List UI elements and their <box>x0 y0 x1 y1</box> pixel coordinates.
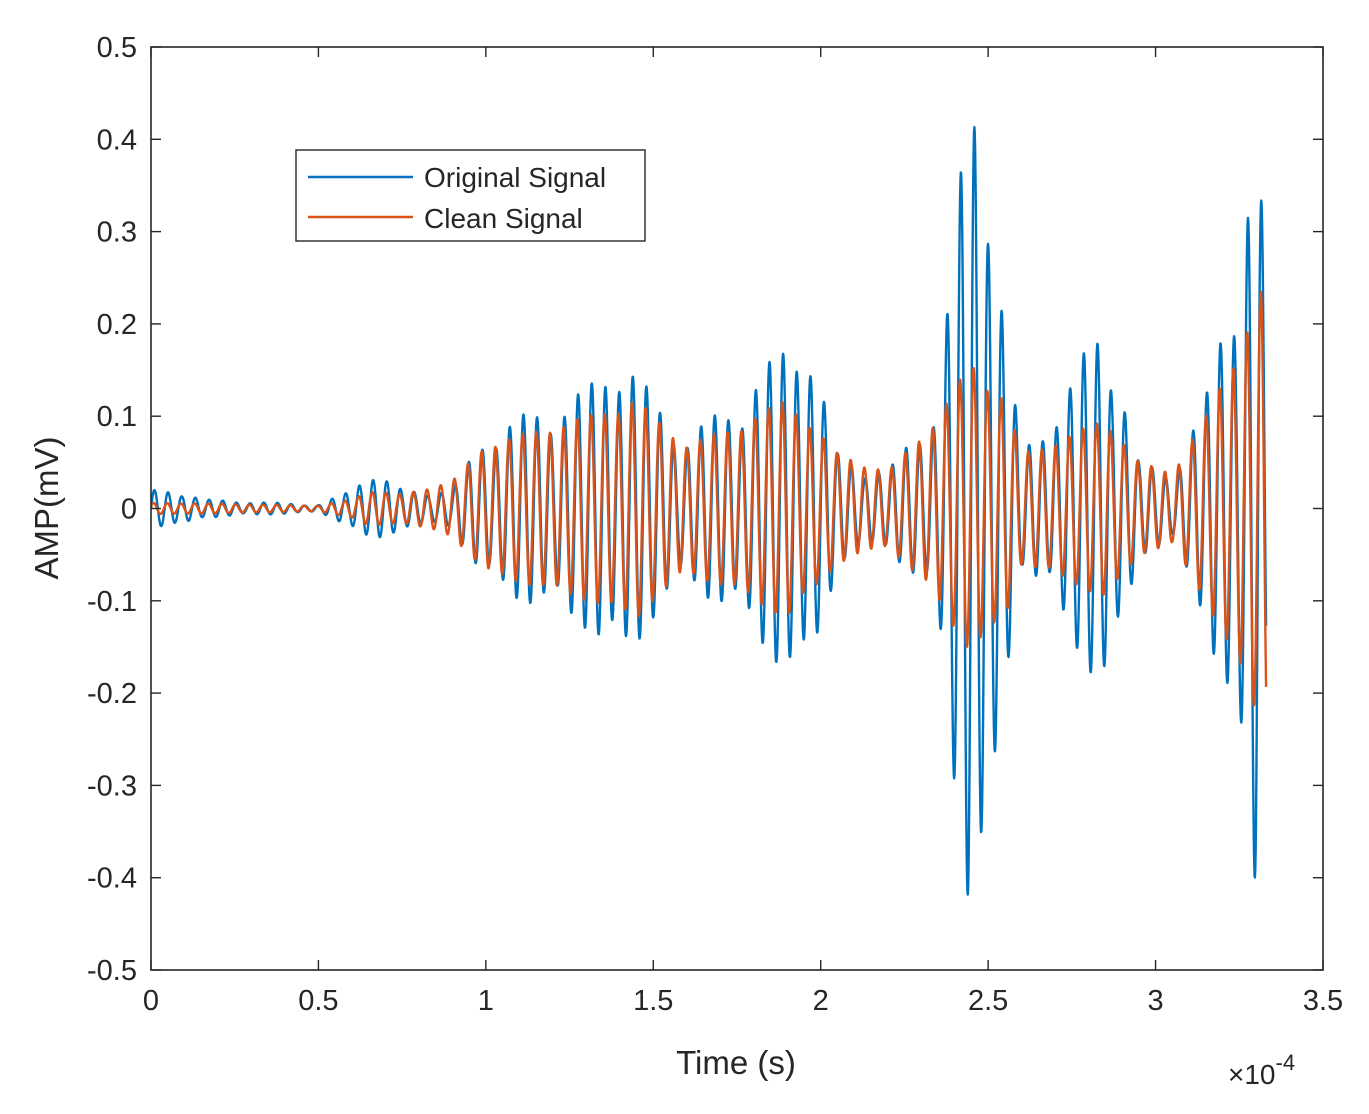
y-axis-title: AMP(mV) <box>28 437 65 580</box>
legend-label-original-signal: Original Signal <box>424 162 606 193</box>
x-tick-label: 0 <box>143 985 159 1017</box>
y-tick-label: -0.4 <box>87 863 137 895</box>
x-tick-label: 0.5 <box>298 985 338 1017</box>
x-axis-exponent-label: ×10-4 <box>1228 1050 1295 1090</box>
x-tick-label: 2.5 <box>968 985 1008 1017</box>
legend-label-clean-signal: Clean Signal <box>424 203 583 234</box>
x-tick-label: 3 <box>1148 985 1164 1017</box>
y-tick-label: 0.2 <box>97 309 137 341</box>
y-tick-label: 0.3 <box>97 217 137 249</box>
x-tick-label: 2 <box>813 985 829 1017</box>
y-axis: 0.5 0.4 0.3 0.2 0.1 0 -0.1 -0.2 -0.3 -0.4 -0.5 <box>87 32 1323 987</box>
y-tick-label: 0 <box>121 494 137 526</box>
x-tick-label: 1 <box>478 985 494 1017</box>
x-axis: 0 0.5 1 1.5 2 2.5 3 3.5 <box>143 47 1343 1017</box>
y-tick-label: -0.2 <box>87 678 137 710</box>
x-tick-label: 3.5 <box>1303 985 1343 1017</box>
y-tick-label: -0.5 <box>87 955 137 987</box>
y-tick-label: -0.3 <box>87 770 137 802</box>
series-clean-signal-line <box>151 290 1268 707</box>
x-tick-label: 1.5 <box>633 985 673 1017</box>
legend-box <box>295 149 646 242</box>
y-tick-label: 0.4 <box>97 124 137 156</box>
y-tick-label: -0.1 <box>87 586 137 618</box>
x-axis-title: Time (s) <box>676 1044 796 1081</box>
exponent: -4 <box>1276 1050 1296 1075</box>
y-tick-label: 0.1 <box>97 401 137 433</box>
y-tick-label: 0.5 <box>97 32 137 64</box>
legend: Original Signal Clean Signal <box>295 149 646 242</box>
